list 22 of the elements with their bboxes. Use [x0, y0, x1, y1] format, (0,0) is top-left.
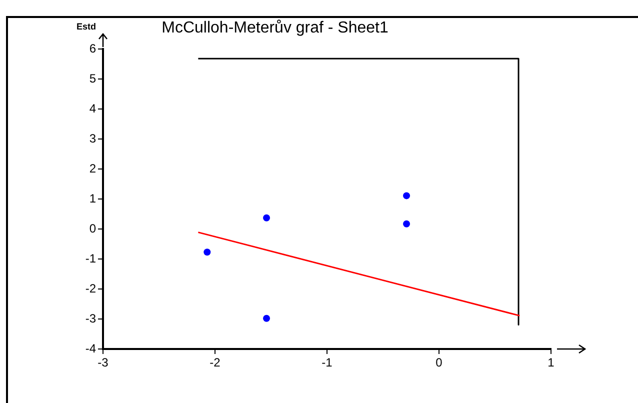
- y-tick-label: 2: [89, 161, 96, 176]
- y-tick-label: -1: [85, 251, 96, 266]
- x-tick-label: 1: [548, 356, 555, 370]
- point: [403, 192, 410, 200]
- y-tick-label: -3: [85, 311, 96, 326]
- x-tick-label: -2: [210, 356, 221, 370]
- y-axis-title: Estd: [76, 21, 96, 32]
- x-tick-label: 0: [436, 356, 443, 370]
- point: [204, 248, 211, 256]
- y-tick-label: 1: [89, 191, 96, 206]
- point: [403, 220, 410, 228]
- y-tick-label: -4: [85, 341, 96, 356]
- chart-title: McCulloh-Meterův graf - Sheet1: [162, 19, 388, 36]
- y-tick-label: 0: [89, 221, 96, 236]
- y-tick-label: 4: [89, 101, 96, 116]
- point: [263, 214, 270, 222]
- point: [263, 314, 270, 322]
- x-tick-label: -1: [322, 356, 333, 370]
- y-tick-label: 6: [89, 41, 96, 56]
- y-tick-label: 5: [89, 71, 96, 86]
- y-tick-label: 3: [89, 131, 96, 146]
- y-tick-label: -2: [85, 281, 96, 296]
